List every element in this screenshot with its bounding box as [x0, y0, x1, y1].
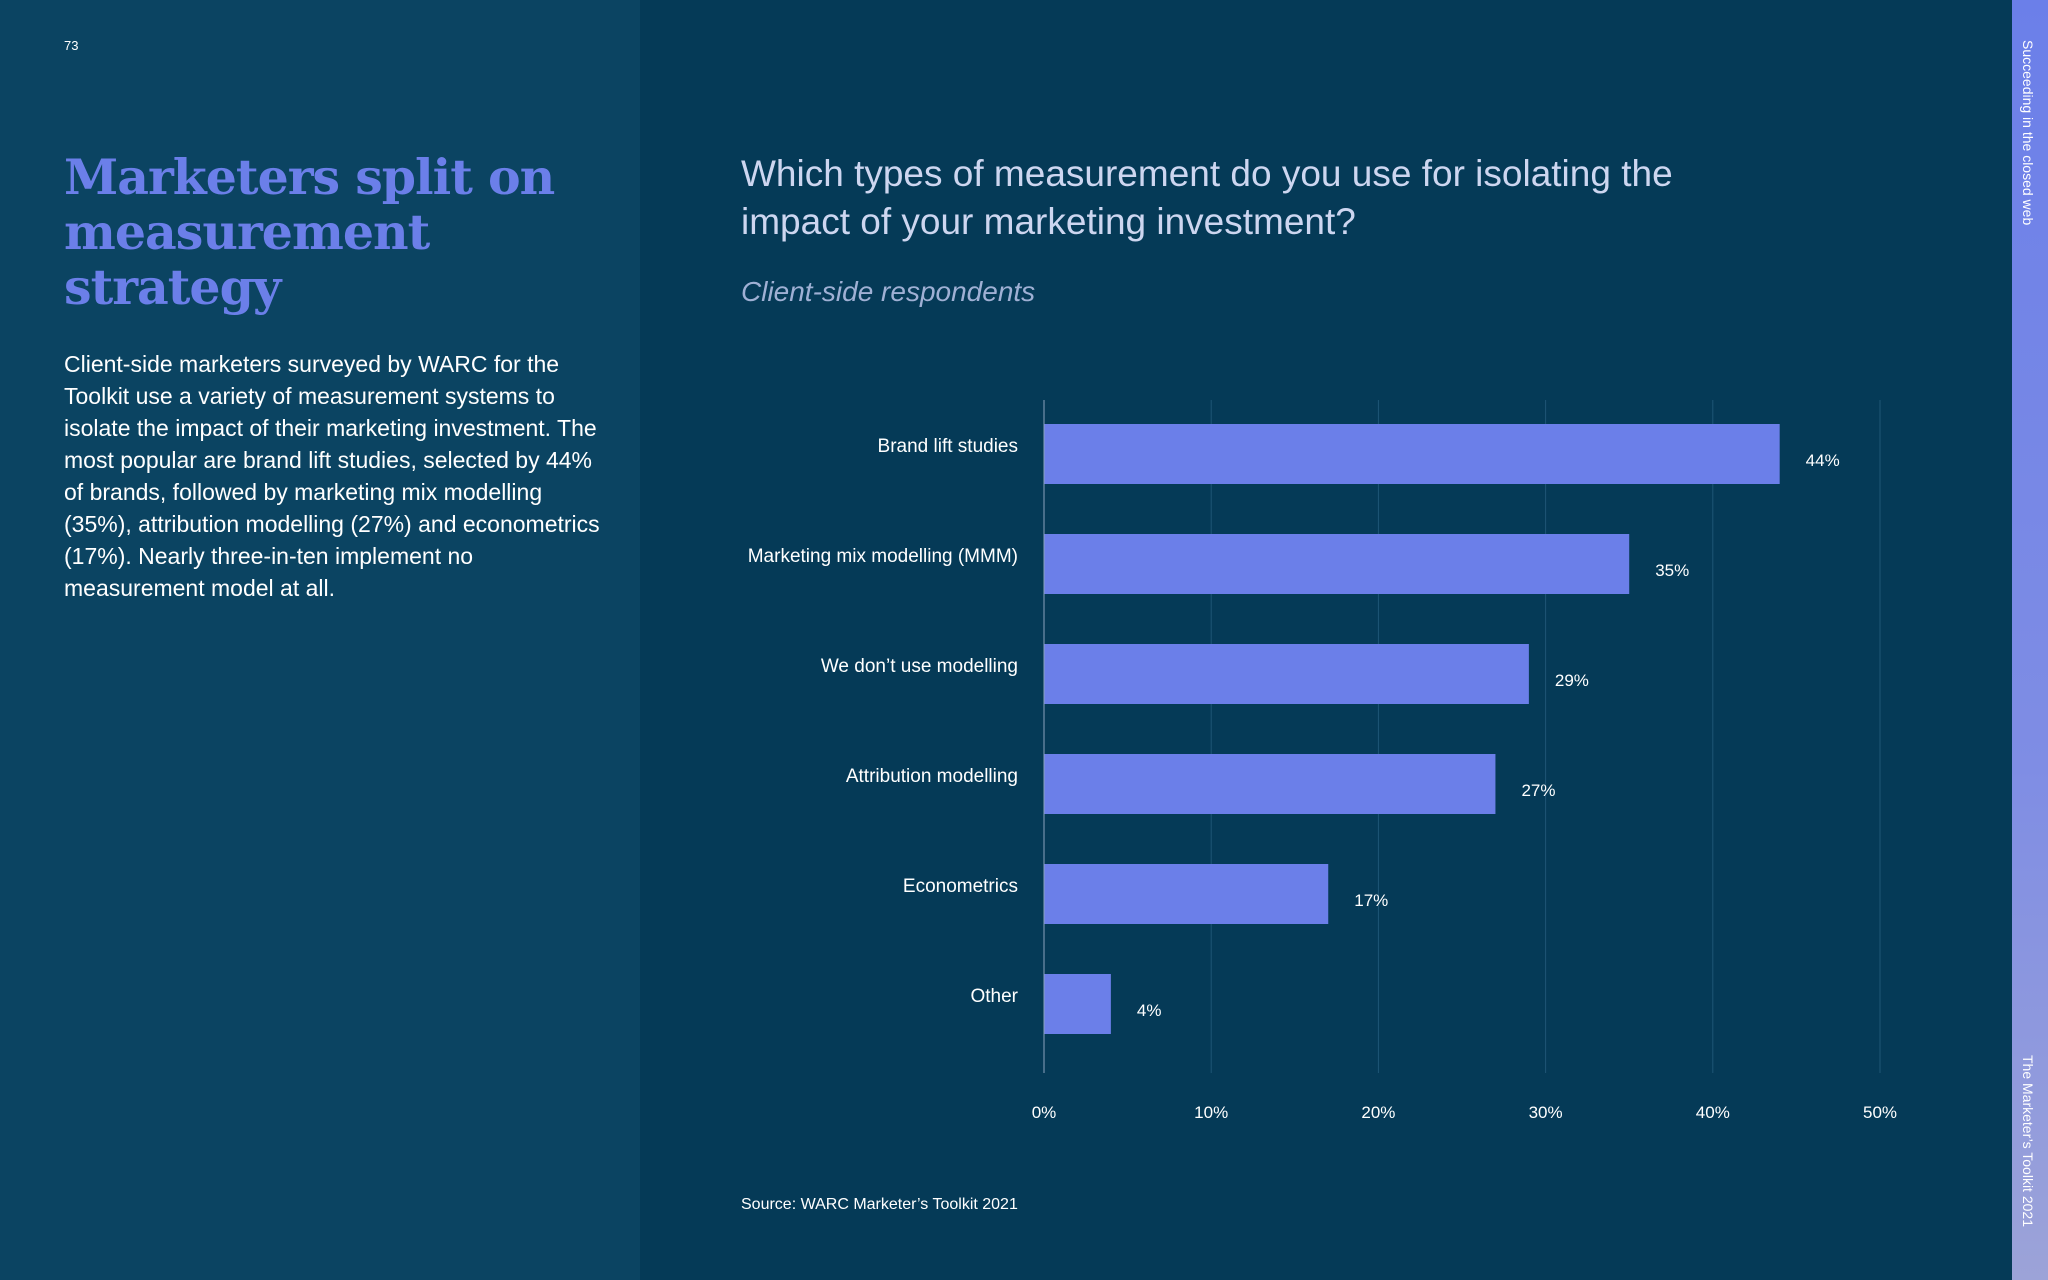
value-label: 4% — [1137, 1001, 1162, 1020]
value-label: 44% — [1806, 451, 1840, 470]
page-number: 73 — [64, 38, 79, 53]
x-tick-label: 50% — [1863, 1103, 1897, 1122]
x-tick-label: 40% — [1696, 1103, 1730, 1122]
headline: Marketers split on measurement strategy — [64, 148, 555, 316]
chart-title: Which types of measurement do you use fo… — [741, 153, 1673, 242]
bar — [1044, 974, 1111, 1034]
bar — [1044, 754, 1496, 814]
intro-paragraph: Client-side marketers surveyed by WARC f… — [64, 351, 600, 601]
category-label: Brand lift studies — [878, 436, 1018, 457]
bar — [1044, 644, 1529, 704]
value-label: 27% — [1521, 781, 1555, 800]
category-label: Econometrics — [903, 876, 1018, 897]
left-panel: 73 Marketers split on measurement strate… — [0, 0, 640, 1280]
source-note: Source: WARC Marketer’s Toolkit 2021 — [741, 1196, 1018, 1213]
side-strip — [2012, 0, 2048, 1280]
grid-lines — [1210, 400, 1881, 1073]
category-label: Other — [970, 986, 1018, 1007]
x-axis-ticks: 0% 10% 20% 30% 40% 50% — [1032, 1103, 1897, 1122]
value-label: 17% — [1354, 891, 1388, 910]
side-section-title: Succeeding in the closed web — [2020, 40, 2036, 226]
bars — [1044, 424, 1780, 1034]
bar — [1044, 534, 1630, 594]
bar — [1044, 424, 1780, 484]
category-label: We don’t use modelling — [821, 656, 1018, 677]
x-tick-label: 20% — [1361, 1103, 1395, 1122]
chart-subtitle: Client-side respondents — [741, 276, 1036, 307]
value-label: 35% — [1655, 561, 1689, 580]
side-publication-title: The Marketer’s Toolkit 2021 — [2020, 1055, 2036, 1227]
value-label: 29% — [1555, 671, 1589, 690]
bar — [1044, 864, 1329, 924]
category-labels: Brand lift studies Marketing mix modellin… — [748, 436, 1019, 1007]
category-label: Marketing mix modelling (MMM) — [748, 546, 1018, 567]
bar-chart: Brand lift studies Marketing mix modellin… — [748, 400, 1897, 1122]
x-tick-label: 10% — [1194, 1103, 1228, 1122]
category-label: Attribution modelling — [846, 766, 1018, 787]
x-tick-label: 0% — [1032, 1103, 1057, 1122]
x-tick-label: 30% — [1529, 1103, 1563, 1122]
value-labels: 44% 35% 29% 27% 17% 4% — [1137, 451, 1840, 1020]
